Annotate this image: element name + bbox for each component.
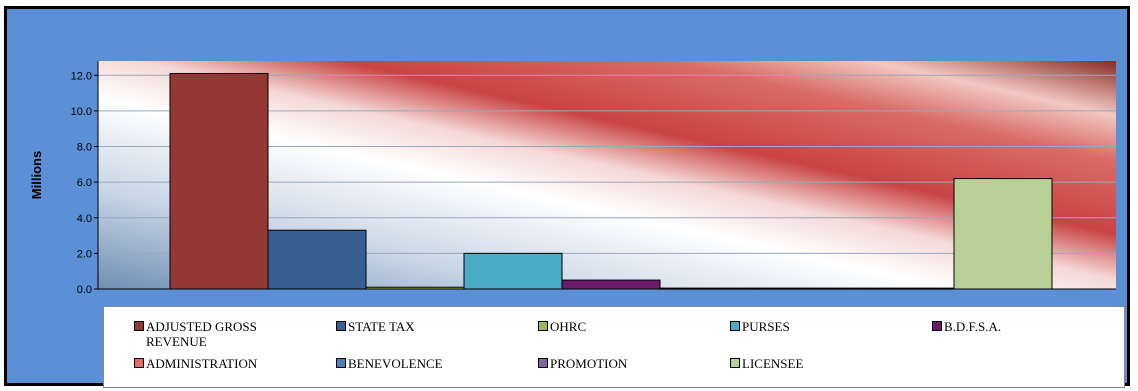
- legend-swatch: [932, 321, 942, 331]
- legend-item: OHRC: [538, 319, 586, 334]
- legend-label: ADMINISTRATION: [146, 356, 258, 371]
- legend-swatch: [730, 358, 740, 368]
- bar-licensee: [953, 178, 1053, 290]
- legend-label: STATE TAX: [348, 319, 415, 334]
- legend-item: STATE TAX: [336, 319, 415, 334]
- y-axis-label: Millions: [29, 151, 44, 199]
- legend-item: PURSES: [730, 319, 790, 334]
- bar-state-tax: [267, 229, 367, 290]
- legend-item: PROMOTION: [538, 356, 627, 371]
- legend-item: BENEVOLENCE: [336, 356, 443, 371]
- legend-swatch: [538, 321, 548, 331]
- legend-label: LICENSEE: [742, 356, 804, 371]
- y-tick-label: 8.0: [77, 142, 92, 154]
- bar-adjusted-gross-revenue: [169, 72, 269, 290]
- legend-label: PURSES: [742, 319, 790, 334]
- y-tick-label: 12.0: [71, 70, 92, 82]
- y-tick-label: 4.0: [77, 213, 92, 225]
- bar-chart: 0.0 2.0 4.0 6.0 8.0 10.0 12.0 Millions: [29, 61, 1116, 296]
- y-tick-label: 2.0: [77, 248, 92, 260]
- bar-b-d-f-s-a: [561, 279, 661, 290]
- chart-legend: ADJUSTED GROSS REVENUE STATE TAX OHRC PURSE…: [103, 306, 1125, 388]
- y-axis-ticks: 0.0 2.0 4.0 6.0 8.0 10.0 12.0: [71, 70, 98, 296]
- legend-label: PROMOTION: [550, 356, 628, 371]
- bars: [169, 72, 1053, 290]
- legend-item: ADMINISTRATION: [134, 356, 257, 371]
- legend-label: ADJUSTED GROSS REVENUE: [146, 319, 257, 349]
- legend-label: B.D.F.S.A.: [944, 319, 1002, 334]
- legend-item: ADJUSTED GROSS REVENUE: [134, 319, 266, 349]
- legend-item: B.D.F.S.A.: [932, 319, 1001, 334]
- legend-swatch: [336, 358, 346, 368]
- chart-frame: 0.0 2.0 4.0 6.0 8.0 10.0 12.0 Millions ADJUSTE…: [4, 6, 1130, 388]
- legend-swatch: [134, 358, 144, 368]
- legend-label: BENEVOLENCE: [348, 356, 443, 371]
- legend-item: LICENSEE: [730, 356, 803, 371]
- y-tick-label: 10.0: [71, 106, 92, 118]
- y-tick-label: 0.0: [77, 284, 92, 296]
- legend-swatch: [538, 358, 548, 368]
- legend-swatch: [134, 321, 144, 331]
- legend-swatch: [730, 321, 740, 331]
- bar-purses: [463, 252, 563, 290]
- legend-label: OHRC: [550, 319, 587, 334]
- y-tick-label: 6.0: [77, 177, 92, 189]
- legend-swatch: [336, 321, 346, 331]
